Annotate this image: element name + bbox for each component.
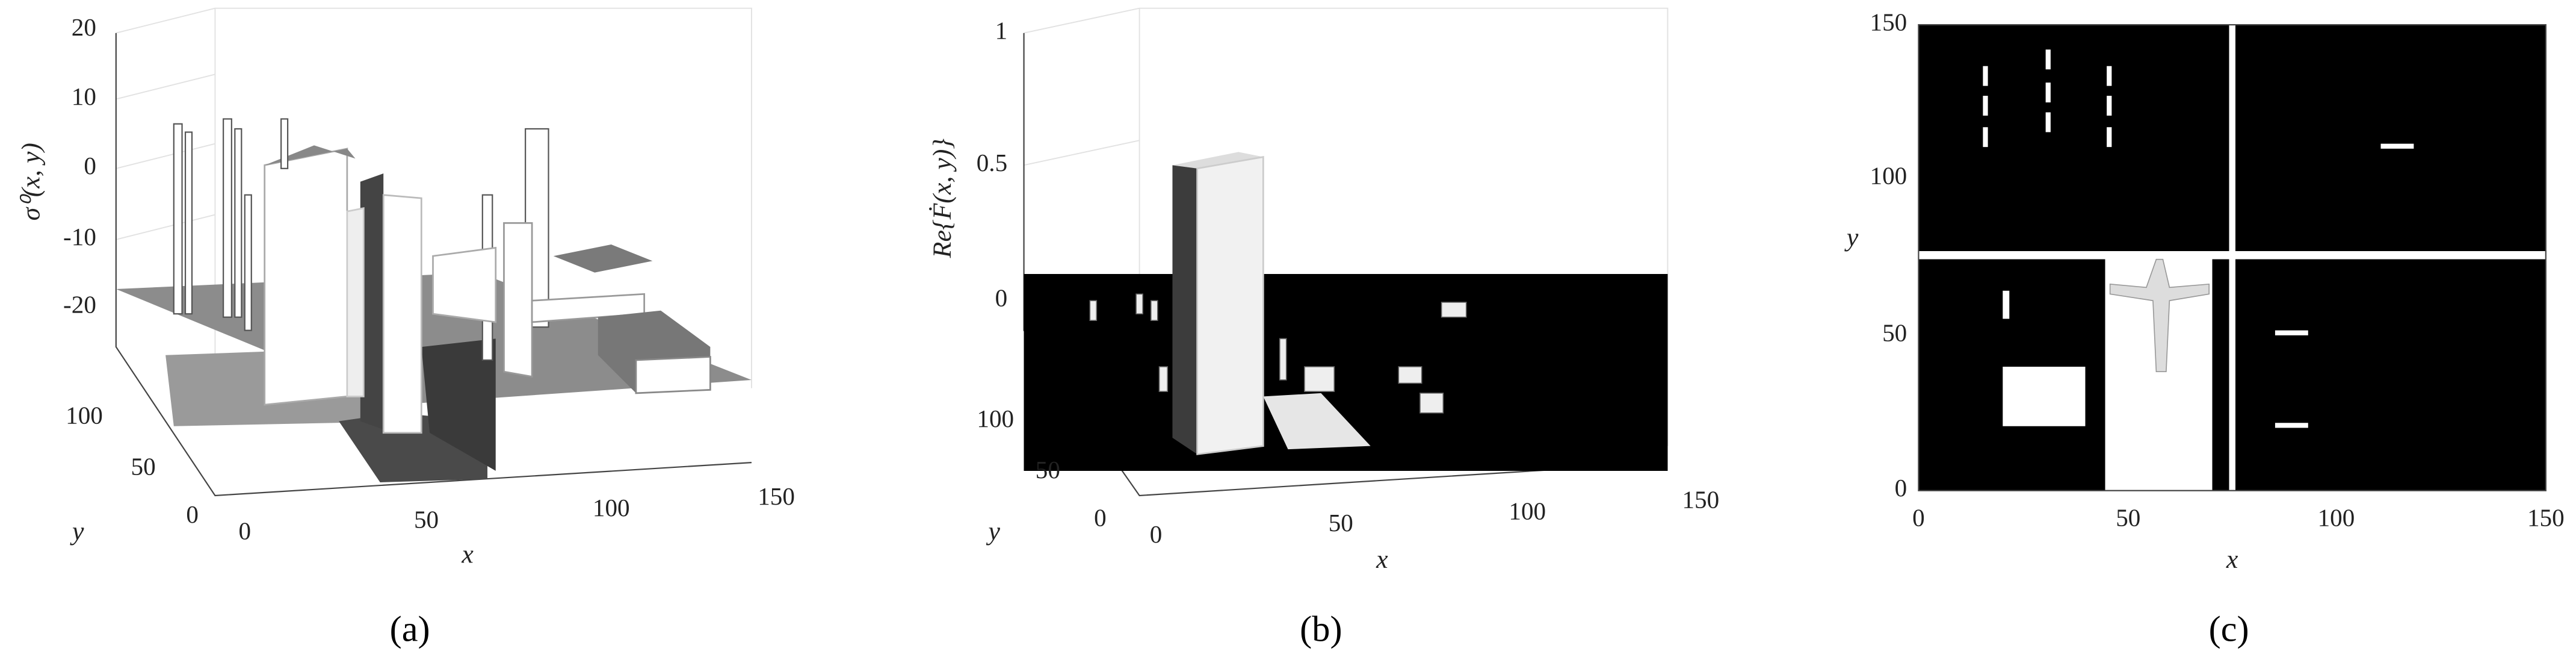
- z-label: Re{Ḟ(x, y)}: [928, 138, 957, 259]
- x-tick: 0: [1150, 520, 1163, 548]
- x-label: x: [2226, 545, 2238, 574]
- axes: [1023, 33, 1668, 497]
- z-tick: 20: [72, 13, 96, 41]
- block: [1196, 155, 1264, 455]
- x-label: x: [461, 540, 474, 569]
- image: [2235, 259, 2546, 491]
- targets: [1983, 49, 2414, 428]
- grid: [116, 73, 215, 100]
- block: [503, 222, 533, 378]
- x-tick: 100: [593, 494, 630, 521]
- z-tick: -10: [63, 223, 96, 250]
- grid: [116, 143, 215, 169]
- z-tick: 0.5: [977, 149, 1007, 176]
- image: [2235, 25, 2546, 251]
- panel-c: 150 100 50 0 y 0 50 100 150 x (c): [1844, 8, 2565, 650]
- y-tick: 0: [186, 500, 199, 528]
- y-tick: 150: [1870, 8, 1907, 36]
- z-tick: 0: [84, 152, 96, 179]
- panel-label: (b): [1300, 609, 1342, 649]
- block: [360, 173, 384, 430]
- y-tick: 50: [1882, 319, 1907, 346]
- box: [116, 7, 752, 388]
- x-tick: 50: [2116, 504, 2140, 532]
- panel-a: 20 10 0 -10 -20 σ⁰(x, y) 100 50 0 y 0 50…: [17, 7, 795, 649]
- block: [432, 246, 497, 323]
- y-tick: 0: [1094, 504, 1107, 532]
- block: [421, 338, 496, 471]
- grid: [1024, 140, 1140, 166]
- z-tick: 1: [995, 16, 1008, 44]
- x-tick: 0: [239, 517, 252, 544]
- x-tick: 0: [1912, 504, 1925, 532]
- y-label: y: [70, 517, 84, 546]
- x-label: x: [1376, 545, 1388, 574]
- block: [382, 194, 422, 434]
- x-tick: 100: [2318, 504, 2355, 532]
- block: [635, 356, 711, 394]
- y-tick: 100: [1870, 162, 1907, 190]
- box: [1024, 7, 1669, 446]
- x-tick: 150: [1682, 485, 1719, 513]
- block: [553, 244, 653, 273]
- panel-b: 1 0.5 0 Re{Ḟ(x, y)} 100 50 0 y 0 50 100 …: [928, 7, 1719, 649]
- x-tick: 50: [1329, 509, 1353, 537]
- surface: [1263, 393, 1371, 450]
- z-tick: 10: [72, 82, 96, 110]
- x-tick: 50: [414, 505, 439, 533]
- z-label: σ⁰(x, y): [17, 143, 46, 220]
- grid: [116, 214, 215, 240]
- axes: [1918, 24, 2547, 491]
- block: [1172, 152, 1264, 169]
- x-tick: 100: [1509, 497, 1546, 525]
- y-tick: 0: [1895, 474, 1907, 502]
- y-label: y: [986, 517, 1000, 546]
- pillars: [173, 118, 549, 361]
- z-tick: 0: [995, 284, 1008, 312]
- x-tick: 150: [758, 482, 795, 510]
- y-tick: 50: [131, 453, 156, 481]
- image: [2212, 259, 2229, 491]
- x-tick: 150: [2527, 504, 2565, 532]
- blocks: [1089, 293, 1467, 414]
- block: [264, 148, 348, 406]
- y-tick: 100: [66, 401, 103, 429]
- y-tick: 50: [1036, 456, 1060, 484]
- block: [346, 207, 365, 397]
- image: [1918, 25, 2229, 251]
- block: [1172, 165, 1197, 455]
- z-tick: -20: [63, 291, 96, 319]
- y-tick: 100: [977, 405, 1014, 432]
- y-label: y: [1844, 223, 1859, 252]
- aircraft: [2109, 258, 2210, 373]
- panel-label: (c): [2209, 609, 2249, 649]
- panel-label: (a): [390, 609, 430, 649]
